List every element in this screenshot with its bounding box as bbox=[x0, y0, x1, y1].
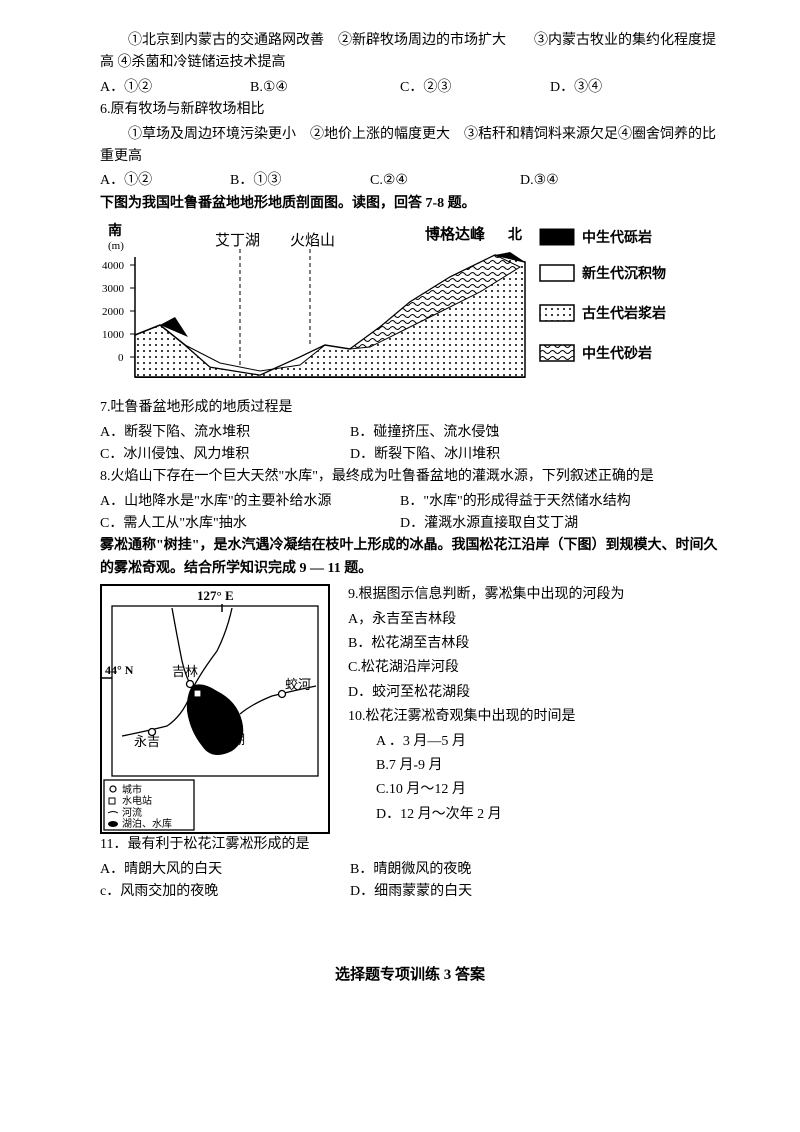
cross-section-figure: 南 (m) 4000 3000 2000 1000 0 艾丁湖 火焰山 博格达峰… bbox=[100, 217, 720, 397]
q7-opt-c: C．冰川侵蚀、风力堆积 bbox=[100, 444, 350, 466]
map-leg-hydro: 水电站 bbox=[122, 794, 152, 807]
map-songhua-1: 松 bbox=[220, 702, 233, 717]
label-bogeda: 博格达峰 bbox=[425, 225, 486, 243]
q6-desc: ①草场及周边环境污染更小 ②地价上涨的幅度更大 ③秸秆和精饲料来源欠足④圈舍饲养… bbox=[100, 124, 720, 169]
q11-options-row1: A．晴朗大风的白天 B．晴朗微风的夜晚 bbox=[100, 859, 720, 881]
legend-1: 中生代砾岩 bbox=[582, 229, 652, 246]
map-lon: 127° E bbox=[197, 588, 234, 603]
q5-opt-b: B.①④ bbox=[250, 77, 400, 99]
q6-opt-a: A．①② bbox=[100, 170, 230, 192]
q7-options-row1: A．断裂下陷、流水堆积 B．碰撞挤压、流水侵蚀 bbox=[100, 422, 720, 444]
q5-options: A．①② B.①④ C．②③ D．③④ bbox=[100, 77, 720, 99]
map-songhua-3: 湖 bbox=[232, 732, 245, 747]
q11-opt-a: A．晴朗大风的白天 bbox=[100, 859, 350, 881]
q9-opt-c: C.松花湖沿岸河段 bbox=[348, 657, 720, 679]
q7-opt-d: D．断裂下陷、冰川堆积 bbox=[350, 444, 500, 466]
label-huoyan: 火焰山 bbox=[290, 232, 335, 249]
q8-opt-a: A．山地降水是"水库"的主要补给水源 bbox=[100, 491, 400, 513]
q8-opt-c: C．需人工从"水库"抽水 bbox=[100, 513, 400, 535]
legend-3: 古生代岩浆岩 bbox=[582, 305, 666, 322]
q11-opt-b: B．晴朗微风的夜晚 bbox=[350, 859, 471, 881]
q11-prompt: 11．最有利于松花江雾凇形成的是 bbox=[100, 834, 720, 856]
label-north: 北 bbox=[508, 227, 522, 243]
map-leg-lake: 湖泊、水库 bbox=[122, 817, 172, 830]
q8-opt-d: D．灌溉水源直接取自艾丁湖 bbox=[400, 513, 578, 535]
map-yongji: 永吉 bbox=[134, 734, 160, 749]
q9-opt-d: D．蛟河至松花湖段 bbox=[348, 682, 720, 704]
q7-opt-a: A．断裂下陷、流水堆积 bbox=[100, 422, 350, 444]
q9-prompt: 9.根据图示信息判断，雾凇集中出现的河段为 bbox=[348, 584, 720, 606]
tick-4000: 4000 bbox=[102, 260, 125, 272]
tick-1000: 1000 bbox=[102, 329, 125, 341]
map-leg-city: 城市 bbox=[122, 783, 142, 796]
q5-opt-c: C．②③ bbox=[400, 77, 550, 99]
tick-0: 0 bbox=[118, 352, 124, 364]
label-south: 南 bbox=[108, 222, 122, 239]
q11-opt-d: D．细雨蒙蒙的白天 bbox=[350, 881, 472, 903]
label-unit: (m) bbox=[108, 240, 124, 252]
q8-prompt: 8.火焰山下存在一个巨大天然"水库"，最终成为吐鲁番盆地的灌溉水源，下列叙述正确… bbox=[100, 466, 720, 488]
q6-opt-c: C.②④ bbox=[370, 170, 520, 192]
q7-opt-b: B．碰撞挤压、流水侵蚀 bbox=[350, 422, 499, 444]
q5-opt-a: A．①② bbox=[100, 77, 250, 99]
q5-intro: ①北京到内蒙古的交通路网改善 ②新辟牧场周边的市场扩大 ③内蒙古牧业的集约化程度… bbox=[100, 30, 720, 75]
q11-opt-c: c．风雨交加的夜晚 bbox=[100, 881, 350, 903]
q5-opt-d: D．③④ bbox=[550, 77, 602, 99]
label-aiding: 艾丁湖 bbox=[215, 232, 260, 249]
tick-3000: 3000 bbox=[102, 283, 125, 295]
q7-prompt: 7.吐鲁番盆地形成的地质过程是 bbox=[100, 397, 720, 419]
q8-options-row1: A．山地降水是"水库"的主要补给水源 B．"水库"的形成得益于天然储水结构 bbox=[100, 491, 720, 513]
q11-options-row2: c．风雨交加的夜晚 D．细雨蒙蒙的白天 bbox=[100, 881, 720, 903]
q9-opt-b: B．松花湖至吉林段 bbox=[348, 633, 720, 655]
map-jiaohe: 蛟河 bbox=[285, 677, 311, 692]
q10-opt-d: D．12 月～次年 2 月 bbox=[348, 804, 720, 826]
answer-title: 选择题专项训练 3 答案 bbox=[100, 963, 720, 987]
q7-options-row2: C．冰川侵蚀、风力堆积 D．断裂下陷、冰川堆积 bbox=[100, 444, 720, 466]
map-lat: 44° N bbox=[105, 663, 134, 677]
map-figure: 127° E 44° N 吉林 永吉 蛟河 松 花 湖 bbox=[100, 584, 330, 834]
q10-prompt: 10.松花汪雾凇奇观集中出现的时间是 bbox=[348, 706, 720, 728]
q10-opt-c: C.10 月～12 月 bbox=[348, 779, 720, 801]
map-jilin: 吉林 bbox=[172, 664, 198, 679]
legend-4: 中生代砂岩 bbox=[582, 345, 652, 362]
map-songhua-2: 花 bbox=[227, 717, 240, 732]
q8-options-row2: C．需人工从"水库"抽水 D．灌溉水源直接取自艾丁湖 bbox=[100, 513, 720, 535]
q6-opt-d: D.③④ bbox=[520, 170, 559, 192]
passage-9-11: 雾凇通称"树挂"，是水汽遇冷凝结在枝叶上形成的冰晶。我国松花江沿岸（下图）到规模… bbox=[100, 535, 720, 580]
q6-prompt: 6.原有牧场与新辟牧场相比 bbox=[100, 99, 720, 121]
tick-2000: 2000 bbox=[102, 306, 125, 318]
q6-options: A．①② B．①③ C.②④ D.③④ bbox=[100, 170, 720, 192]
map-leg-river: 河流 bbox=[122, 806, 142, 819]
passage-7-8: 下图为我国吐鲁番盆地地形地质剖面图。读图，回答 7-8 题。 bbox=[100, 193, 720, 215]
q6-opt-b: B．①③ bbox=[230, 170, 370, 192]
q10-opt-a: A ．3 月—5 月 bbox=[348, 731, 720, 753]
q10-opt-b: B.7 月-9 月 bbox=[348, 755, 720, 777]
q8-opt-b: B．"水库"的形成得益于天然储水结构 bbox=[400, 491, 631, 513]
legend-2: 新生代沉积物 bbox=[582, 265, 666, 282]
q9-opt-a: A，永吉至吉林段 bbox=[348, 609, 720, 631]
